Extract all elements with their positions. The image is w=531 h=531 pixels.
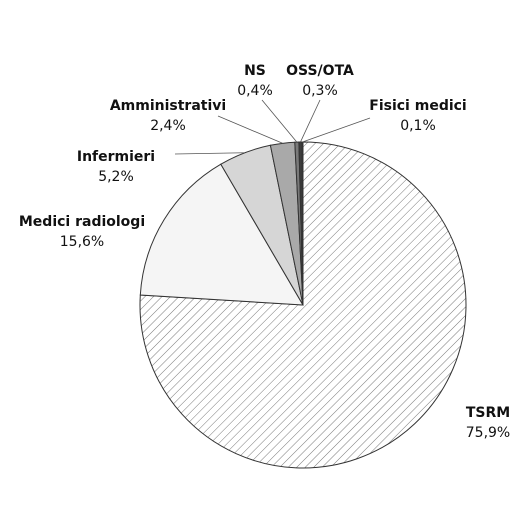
pie-slices xyxy=(139,141,467,469)
label-medici-radiologi-value: 15,6% xyxy=(60,234,104,250)
label-tsrm-value: 75,9% xyxy=(466,425,510,441)
label-infermieri-value: 5,2% xyxy=(98,169,134,185)
label-medici-radiologi-name: Medici radiologi xyxy=(19,214,145,230)
leader-line-infermieri xyxy=(174,152,245,155)
label-fisici-medici-value: 0,1% xyxy=(400,118,436,134)
leader-line-ns xyxy=(261,99,298,143)
label-oss-ota-value: 0,3% xyxy=(302,83,338,99)
label-fisici-medici-name: Fisici medici xyxy=(369,98,466,114)
label-ns-value: 0,4% xyxy=(237,83,273,99)
leader-line-fisici-medici xyxy=(302,117,371,143)
leader-line-amministrativi xyxy=(217,115,283,144)
slice-labels: TSRM 75,9% Medici radiologi 15,6% Inferm… xyxy=(19,63,510,441)
label-tsrm-name: TSRM xyxy=(466,405,510,421)
pie-slice-medici-radiologi xyxy=(139,163,304,306)
label-ns-name: NS xyxy=(244,63,266,79)
pie-slice-tsrm xyxy=(139,141,467,469)
label-amministrativi-name: Amministrativi xyxy=(110,98,226,114)
label-amministrativi-value: 2,4% xyxy=(150,118,186,134)
label-infermieri-name: Infermieri xyxy=(77,149,155,165)
label-oss-ota-name: OSS/OTA xyxy=(286,63,354,79)
leader-lines xyxy=(174,99,371,155)
leader-line-oss-ota xyxy=(300,99,321,143)
